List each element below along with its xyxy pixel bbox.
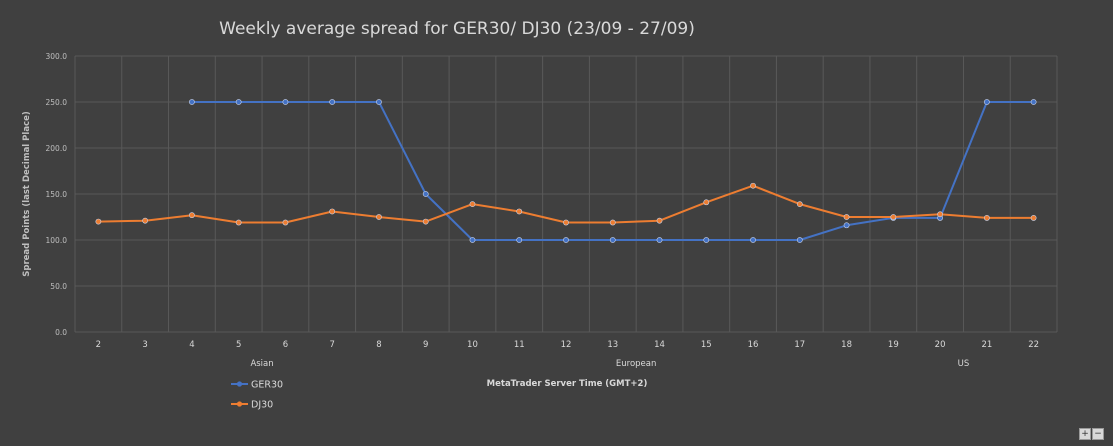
dj30-point <box>189 212 195 219</box>
x-tick-label: 21 <box>981 340 992 350</box>
dj30-point <box>422 218 429 225</box>
ger30-point <box>656 237 663 243</box>
x-tick-label: 4 <box>189 340 194 350</box>
ger30-point <box>422 191 429 197</box>
y-axis-title: Spread Points (last Decimal Place) <box>22 111 32 277</box>
ger30-line <box>190 101 1035 241</box>
ger30-point <box>235 99 242 105</box>
ger30-point <box>843 222 850 229</box>
ger30-point <box>516 237 523 243</box>
zoom-out-button[interactable]: − <box>1092 428 1104 440</box>
y-tick-label: 150.0 <box>46 190 68 199</box>
ger30-point <box>983 99 990 105</box>
chart-title: Weekly average spread for GER30/ DJ30 (2… <box>219 19 695 39</box>
ger30-point <box>469 237 476 243</box>
dj30-point <box>609 219 616 226</box>
zoom-in-button[interactable]: + <box>1079 428 1091 440</box>
x-tick-label: 19 <box>888 340 899 350</box>
dj30-point <box>703 199 710 206</box>
dj30-point <box>282 219 289 226</box>
x-tick-label: 7 <box>329 340 334 350</box>
ger30-point <box>750 237 756 243</box>
legend-label-ger30: GER30 <box>251 380 283 391</box>
legend-marker-dj30 <box>236 401 243 407</box>
x-tick-label: 20 <box>935 340 946 350</box>
legend-marker-ger30 <box>236 381 243 387</box>
x-tick-label: 17 <box>794 340 805 350</box>
ger30-point <box>329 99 336 105</box>
x-tick-label: 3 <box>142 340 147 350</box>
x-tick-label: 11 <box>514 340 525 350</box>
dj30-point <box>656 217 663 224</box>
ger30-point <box>609 237 616 243</box>
y-tick-label: 100.0 <box>46 236 68 245</box>
y-tick-label: 300.0 <box>46 52 68 61</box>
x-tick-label: 12 <box>561 340 572 350</box>
dj30-point <box>843 214 850 220</box>
x-tick-label: 5 <box>236 340 241 350</box>
legend-entry-dj30: DJ30 <box>231 400 273 411</box>
dj30-point <box>563 219 569 226</box>
zoom-controls: + − <box>1079 428 1104 440</box>
dj30-point <box>469 201 476 208</box>
dj30-point <box>983 215 990 221</box>
legend-label-dj30: DJ30 <box>251 400 273 411</box>
series-lines <box>95 99 1037 243</box>
ger30-point <box>563 237 569 243</box>
ger30-point <box>796 237 803 243</box>
ger30-point <box>282 99 289 105</box>
ger30-point <box>703 237 710 243</box>
ger30-point <box>189 99 195 105</box>
session-label: European <box>616 359 657 369</box>
ger30-point <box>1030 99 1037 105</box>
dj30-point <box>1030 215 1037 221</box>
dj30-point <box>95 218 102 225</box>
dj30-point <box>516 208 523 215</box>
y-tick-label: 0.0 <box>55 328 67 337</box>
dj30-point <box>142 217 149 224</box>
axis-labels: 0.0 50.0 100.0 150.0 200.0 250.0 300.0 2 3 4 5 6 7 8 9… <box>46 52 1040 369</box>
session-label: US <box>958 359 970 369</box>
x-tick-label: 2 <box>96 340 101 350</box>
legend-entry-ger30: GER30 <box>231 380 283 391</box>
x-tick-label: 14 <box>654 340 665 350</box>
y-tick-label: 250.0 <box>46 98 68 107</box>
dj30-point <box>376 214 382 220</box>
dj30-point <box>750 182 756 189</box>
x-tick-label: 18 <box>841 340 852 350</box>
x-axis-title: MetaTrader Server Time (GMT+2) <box>487 379 648 389</box>
gridlines <box>74 55 1058 333</box>
dj30-point <box>937 211 943 218</box>
session-label: Asian <box>250 359 273 369</box>
x-tick-label: 6 <box>283 340 288 350</box>
dj30-point <box>329 208 336 215</box>
x-tick-label: 16 <box>748 340 759 350</box>
dj30-point <box>796 201 803 208</box>
x-tick-label: 22 <box>1028 340 1039 350</box>
x-tick-label: 10 <box>467 340 478 350</box>
dj30-point <box>235 219 242 226</box>
y-tick-label: 50.0 <box>50 282 67 291</box>
dj30-point <box>890 214 897 220</box>
x-tick-label: 15 <box>701 340 712 350</box>
y-tick-label: 200.0 <box>46 144 68 153</box>
x-tick-label: 8 <box>376 340 381 350</box>
x-tick-label: 13 <box>607 340 618 350</box>
ger30-point <box>376 99 382 105</box>
legend: GER30 DJ30 <box>231 380 283 411</box>
x-tick-label: 9 <box>423 340 428 350</box>
